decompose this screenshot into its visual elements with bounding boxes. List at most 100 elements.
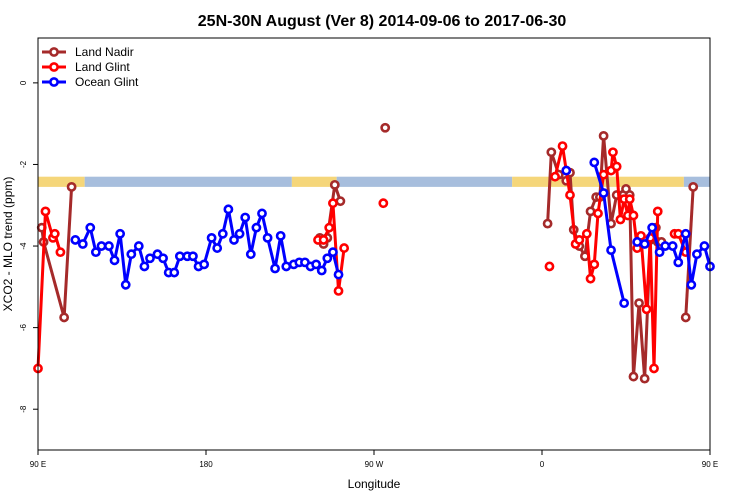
y-tick-label-8: -8 — [19, 405, 28, 413]
data-point-land-glint — [673, 228, 684, 239]
series-line-ocean-glint — [592, 161, 626, 304]
legend-item-land-nadir: Land Nadir — [42, 45, 134, 59]
data-point-land-nadir — [680, 312, 691, 323]
data-point-ocean-glint — [262, 232, 273, 243]
series-land-glint — [33, 141, 691, 374]
data-point-land-glint — [333, 286, 344, 296]
coverage-band — [38, 176, 710, 187]
chart-title: 25N-30N August (Ver 8) 2014-09-06 to 201… — [198, 13, 567, 30]
data-point-ocean-glint — [158, 253, 168, 264]
data-point-ocean-glint — [206, 232, 217, 243]
data-point-land-glint — [339, 243, 350, 253]
x-tick-label-90-e: 90 E — [702, 460, 718, 469]
x-tick-label-0: 0 — [540, 460, 545, 469]
data-point-land-nadir — [628, 371, 639, 382]
data-point-land-nadir — [639, 373, 650, 384]
data-point-land-nadir — [59, 312, 70, 323]
data-point-land-nadir — [66, 181, 77, 192]
data-point-land-glint — [565, 190, 575, 200]
data-point-land-glint — [55, 247, 66, 258]
data-point-land-glint — [324, 222, 335, 233]
data-point-ocean-glint — [139, 261, 150, 272]
data-point-ocean-glint — [96, 241, 107, 251]
data-point-ocean-glint — [90, 247, 101, 258]
data-point-ocean-glint — [328, 247, 338, 258]
data-point-land-glint — [574, 235, 585, 245]
data-point-ocean-glint — [126, 249, 137, 260]
data-point-ocean-glint — [85, 222, 96, 233]
data-point-ocean-glint — [270, 263, 280, 274]
data-point-land-glint — [49, 228, 60, 239]
data-point-ocean-glint — [632, 237, 643, 247]
y-tick-label-6: -6 — [19, 324, 28, 332]
data-point-ocean-glint — [104, 241, 114, 251]
series-line-land-nadir — [40, 186, 74, 319]
data-point-land-nadir — [329, 179, 340, 190]
data-point-land-nadir — [380, 122, 391, 133]
data-point-land-glint — [628, 210, 639, 221]
data-point-ocean-glint — [333, 269, 344, 280]
y-axis-label: XCO2 - MLO trend (ppm) — [1, 177, 15, 312]
data-point-land-glint — [328, 198, 338, 209]
data-point-ocean-glint — [561, 165, 572, 176]
y-tick-label-0: 0 — [19, 80, 28, 85]
series-layer — [33, 122, 715, 384]
data-point-ocean-glint — [245, 249, 256, 260]
data-point-ocean-glint — [251, 222, 262, 233]
data-point-land-glint — [557, 141, 568, 151]
x-axis: 90 E 180 90 W 0 90 E — [30, 450, 718, 469]
data-point-ocean-glint — [115, 228, 126, 239]
data-point-ocean-glint — [145, 253, 155, 264]
data-point-land-nadir — [335, 196, 346, 207]
data-point-land-glint — [615, 214, 626, 225]
data-point-land-glint — [598, 169, 609, 180]
data-point-ocean-glint — [660, 241, 671, 251]
data-point-ocean-glint — [654, 247, 665, 258]
data-point-land-glint — [378, 198, 389, 209]
data-point-land-glint — [608, 147, 618, 158]
legend-item-land-glint: Land Glint — [42, 60, 130, 74]
data-point-land-glint — [611, 161, 622, 172]
data-point-ocean-glint — [212, 243, 223, 253]
data-point-ocean-glint — [686, 279, 697, 290]
x-tick-label-90-e: 90 E — [30, 460, 46, 469]
data-point-ocean-glint — [619, 298, 630, 309]
data-point-ocean-glint — [311, 259, 322, 270]
data-point-ocean-glint — [316, 265, 327, 276]
data-point-land-nadir — [585, 206, 596, 217]
data-point-land-glint — [40, 206, 51, 217]
data-point-ocean-glint — [120, 279, 131, 290]
y-tick-label-4: -4 — [19, 242, 28, 250]
data-point-ocean-glint — [174, 251, 185, 262]
band-segment-5 — [512, 176, 684, 187]
data-point-ocean-glint — [133, 241, 144, 251]
data-point-ocean-glint — [234, 228, 245, 239]
data-point-ocean-glint — [70, 235, 81, 245]
data-point-ocean-glint — [606, 245, 616, 256]
data-point-ocean-glint — [257, 208, 267, 219]
band-segment-6 — [683, 176, 710, 187]
band-segment-3 — [291, 176, 337, 187]
data-point-ocean-glint — [217, 228, 228, 239]
data-point-ocean-glint — [77, 239, 88, 249]
x-tick-label-90-w: 90 W — [365, 460, 384, 469]
data-point-ocean-glint — [169, 267, 180, 278]
data-point-ocean-glint — [589, 157, 600, 168]
data-point-ocean-glint — [639, 239, 650, 249]
data-point-land-nadir — [634, 298, 644, 309]
data-point-land-glint — [641, 304, 652, 315]
data-point-land-nadir — [598, 131, 609, 141]
data-point-ocean-glint — [275, 230, 286, 241]
data-point-ocean-glint — [598, 188, 609, 198]
data-point-ocean-glint — [692, 249, 702, 260]
legend-marker — [49, 62, 59, 72]
data-point-land-nadir — [542, 218, 553, 229]
series-line-ocean-glint — [74, 207, 340, 287]
data-point-land-glint — [318, 235, 329, 245]
data-point-ocean-glint — [223, 204, 234, 215]
data-point-ocean-glint — [240, 212, 251, 223]
y-axis: 0 -2 -4 -6 -8 — [19, 80, 38, 413]
data-point-land-glint — [581, 228, 592, 239]
